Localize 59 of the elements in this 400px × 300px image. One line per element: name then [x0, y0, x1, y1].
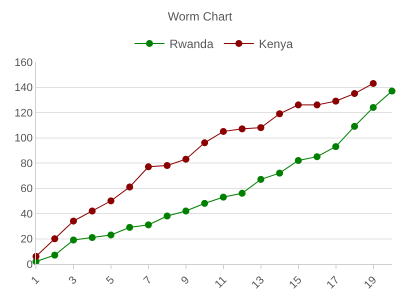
point: [70, 236, 77, 244]
y-tick-label: 100: [14, 132, 33, 145]
point: [164, 212, 171, 220]
point: [70, 218, 77, 225]
point: [220, 194, 227, 201]
point: [314, 101, 321, 108]
point: [332, 98, 340, 105]
y-tick-label: 40: [20, 208, 33, 220]
point: [314, 153, 321, 160]
point: [126, 224, 134, 231]
point: [201, 200, 208, 207]
point: [201, 139, 208, 146]
point: [257, 124, 264, 132]
point: [51, 235, 58, 242]
point: [294, 156, 302, 164]
point: [107, 231, 114, 238]
x-tick-label: 5: [104, 274, 117, 288]
point: [238, 125, 246, 132]
point: [332, 143, 340, 150]
x-tick-label: 15: [287, 274, 304, 292]
point: [126, 183, 134, 190]
point: [107, 197, 114, 204]
point: [294, 101, 302, 108]
x-tick-label: 17: [324, 274, 342, 292]
point: [182, 207, 190, 214]
point: [220, 128, 227, 135]
point: [388, 88, 396, 95]
y-tick-label: 60: [20, 183, 33, 196]
point: [144, 221, 152, 228]
y-tick-label: 0: [26, 258, 33, 271]
x-tick-label: 9: [179, 274, 192, 288]
point: [164, 162, 171, 170]
point: [51, 252, 58, 259]
chart-title: Worm Chart: [168, 9, 233, 24]
y-tick-label: 80: [20, 158, 33, 170]
y-tick-label: 120: [14, 107, 33, 120]
x-tick-label: 3: [66, 274, 80, 288]
point: [88, 207, 96, 214]
point: [351, 122, 358, 130]
legend-label: Kenya: [258, 37, 294, 52]
point: [144, 163, 152, 170]
legend-label: Rwanda: [170, 37, 214, 52]
point: [276, 110, 284, 118]
y-tick-label: 140: [14, 82, 33, 94]
y-tick-label: 160: [14, 56, 33, 69]
point: [238, 190, 246, 197]
x-tick-label: 11: [212, 274, 230, 291]
point: [276, 170, 284, 177]
point: [370, 104, 377, 111]
point: [88, 234, 96, 241]
x-tick-label: 13: [250, 274, 267, 292]
point: [182, 156, 190, 163]
point: [370, 80, 377, 87]
x-tick-label: 1: [29, 274, 42, 288]
point: [351, 90, 358, 98]
x-tick-label: 7: [142, 274, 154, 288]
x-tick-label: 19: [362, 274, 380, 292]
point: [257, 176, 264, 183]
y-tick-label: 20: [20, 234, 33, 246]
